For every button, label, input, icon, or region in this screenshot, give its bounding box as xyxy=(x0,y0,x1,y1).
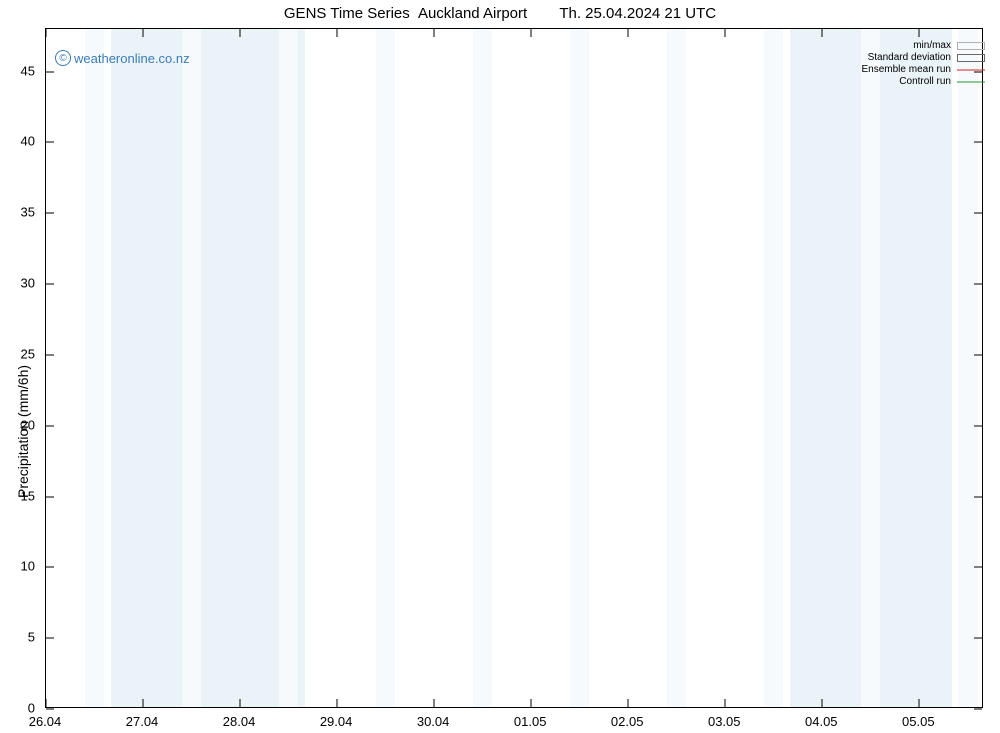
watermark: ©weatheronline.co.nz xyxy=(55,50,190,66)
x-tick-label: 27.04 xyxy=(126,714,159,729)
y-tick-label: 20 xyxy=(21,417,35,432)
x-tick xyxy=(919,29,920,37)
legend-item: Standard deviation xyxy=(868,52,985,63)
legend-swatch xyxy=(957,78,985,86)
plot-area xyxy=(45,28,983,708)
y-tick xyxy=(46,354,54,355)
y-tick xyxy=(974,567,982,568)
day-band xyxy=(667,29,686,707)
y-tick xyxy=(46,142,54,143)
legend-item: min/max xyxy=(913,40,985,51)
y-tick xyxy=(46,71,54,72)
y-tick-label: 15 xyxy=(21,488,35,503)
legend-label: min/max xyxy=(913,40,951,51)
chart-title: GENS Time Series Auckland Airport Th. 25… xyxy=(0,5,1000,22)
x-tick-label: 26.04 xyxy=(29,714,62,729)
x-tick-label: 29.04 xyxy=(320,714,353,729)
x-tick xyxy=(46,699,47,707)
x-tick xyxy=(337,699,338,707)
y-tick xyxy=(46,638,54,639)
day-band xyxy=(861,29,880,707)
x-tick xyxy=(143,699,144,707)
y-tick xyxy=(46,213,54,214)
legend-label: Standard deviation xyxy=(868,52,951,63)
x-tick-label: 02.05 xyxy=(611,714,644,729)
y-tick xyxy=(46,709,54,710)
y-tick-label: 45 xyxy=(21,63,35,78)
chart-container: GENS Time Series Auckland Airport Th. 25… xyxy=(0,0,1000,733)
watermark-text: weatheronline.co.nz xyxy=(74,51,190,66)
x-tick-label: 05.05 xyxy=(902,714,935,729)
x-tick-label: 28.04 xyxy=(223,714,256,729)
day-band xyxy=(376,29,395,707)
x-tick xyxy=(822,29,823,37)
day-band xyxy=(764,29,783,707)
title-datetime: Th. 25.04.2024 21 UTC xyxy=(559,5,716,22)
y-tick xyxy=(974,354,982,355)
y-tick xyxy=(974,496,982,497)
legend-swatch xyxy=(957,42,985,50)
y-tick xyxy=(974,213,982,214)
y-tick xyxy=(974,142,982,143)
y-tick-label: 5 xyxy=(28,630,35,645)
x-tick-label: 30.04 xyxy=(417,714,450,729)
legend-item: Ensemble mean run xyxy=(862,64,986,75)
legend-swatch xyxy=(957,66,985,74)
x-tick-label: 03.05 xyxy=(708,714,741,729)
x-tick xyxy=(240,29,241,37)
x-tick xyxy=(628,699,629,707)
x-tick-label: 01.05 xyxy=(514,714,547,729)
legend-label: Controll run xyxy=(899,76,951,87)
y-tick xyxy=(974,425,982,426)
title-location: Auckland Airport xyxy=(418,5,527,22)
legend-label: Ensemble mean run xyxy=(862,64,952,75)
y-tick-label: 10 xyxy=(21,559,35,574)
legend: min/maxStandard deviationEnsemble mean r… xyxy=(862,40,986,87)
y-tick-label: 30 xyxy=(21,276,35,291)
copyright-icon: © xyxy=(55,50,71,66)
x-tick xyxy=(143,29,144,37)
day-band xyxy=(958,29,977,707)
y-tick xyxy=(46,425,54,426)
day-band xyxy=(473,29,492,707)
y-tick-label: 40 xyxy=(21,134,35,149)
day-band xyxy=(85,29,104,707)
x-tick xyxy=(240,699,241,707)
y-tick-label: 25 xyxy=(21,346,35,361)
legend-item: Controll run xyxy=(899,76,985,87)
x-tick xyxy=(628,29,629,37)
y-tick xyxy=(974,709,982,710)
x-tick xyxy=(434,699,435,707)
x-tick xyxy=(725,29,726,37)
y-tick-label: 35 xyxy=(21,205,35,220)
legend-swatch xyxy=(957,54,985,62)
title-prefix: GENS Time Series xyxy=(284,5,410,22)
y-tick xyxy=(974,638,982,639)
y-tick xyxy=(46,284,54,285)
x-tick xyxy=(434,29,435,37)
x-tick xyxy=(822,699,823,707)
day-band xyxy=(182,29,201,707)
day-band xyxy=(279,29,298,707)
y-tick xyxy=(46,496,54,497)
weekend-band xyxy=(111,29,305,707)
x-tick xyxy=(725,699,726,707)
y-tick xyxy=(974,284,982,285)
x-tick xyxy=(531,29,532,37)
day-band xyxy=(570,29,589,707)
x-tick-label: 04.05 xyxy=(805,714,838,729)
x-tick xyxy=(337,29,338,37)
y-tick xyxy=(46,567,54,568)
x-tick xyxy=(919,699,920,707)
x-tick xyxy=(46,29,47,37)
x-tick xyxy=(531,699,532,707)
